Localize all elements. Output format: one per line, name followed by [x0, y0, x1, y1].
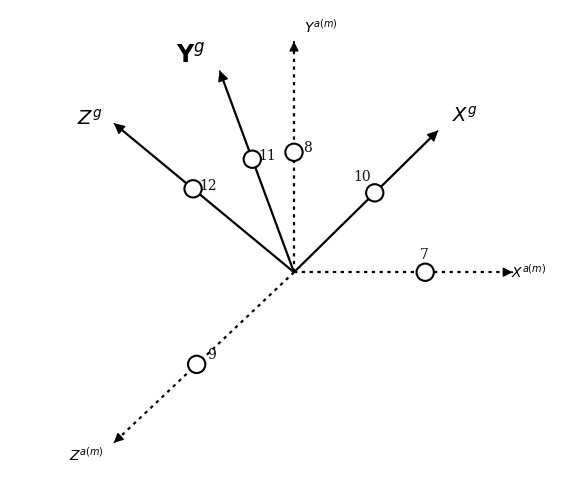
Text: $X^{a(m)}$: $X^{a(m)}$ [511, 263, 546, 281]
Text: 10: 10 [353, 170, 371, 184]
Text: $X^{g}$: $X^{g}$ [452, 106, 477, 126]
Text: 7: 7 [419, 248, 428, 262]
Circle shape [185, 180, 202, 198]
Circle shape [416, 264, 434, 281]
Circle shape [243, 150, 261, 168]
Circle shape [366, 184, 383, 201]
Text: 8: 8 [303, 141, 312, 155]
Text: 12: 12 [199, 179, 216, 193]
Text: $\mathbf{Y}^{g}$: $\mathbf{Y}^{g}$ [176, 44, 205, 68]
Text: 11: 11 [258, 149, 276, 163]
Circle shape [188, 356, 205, 373]
Circle shape [285, 144, 303, 161]
Text: 9: 9 [207, 348, 216, 362]
Text: $Z^{a(m)}$: $Z^{a(m)}$ [69, 446, 104, 464]
Text: $Y^{a(m)}$: $Y^{a(m)}$ [303, 18, 337, 36]
Text: $Z^{g}$: $Z^{g}$ [77, 108, 102, 128]
